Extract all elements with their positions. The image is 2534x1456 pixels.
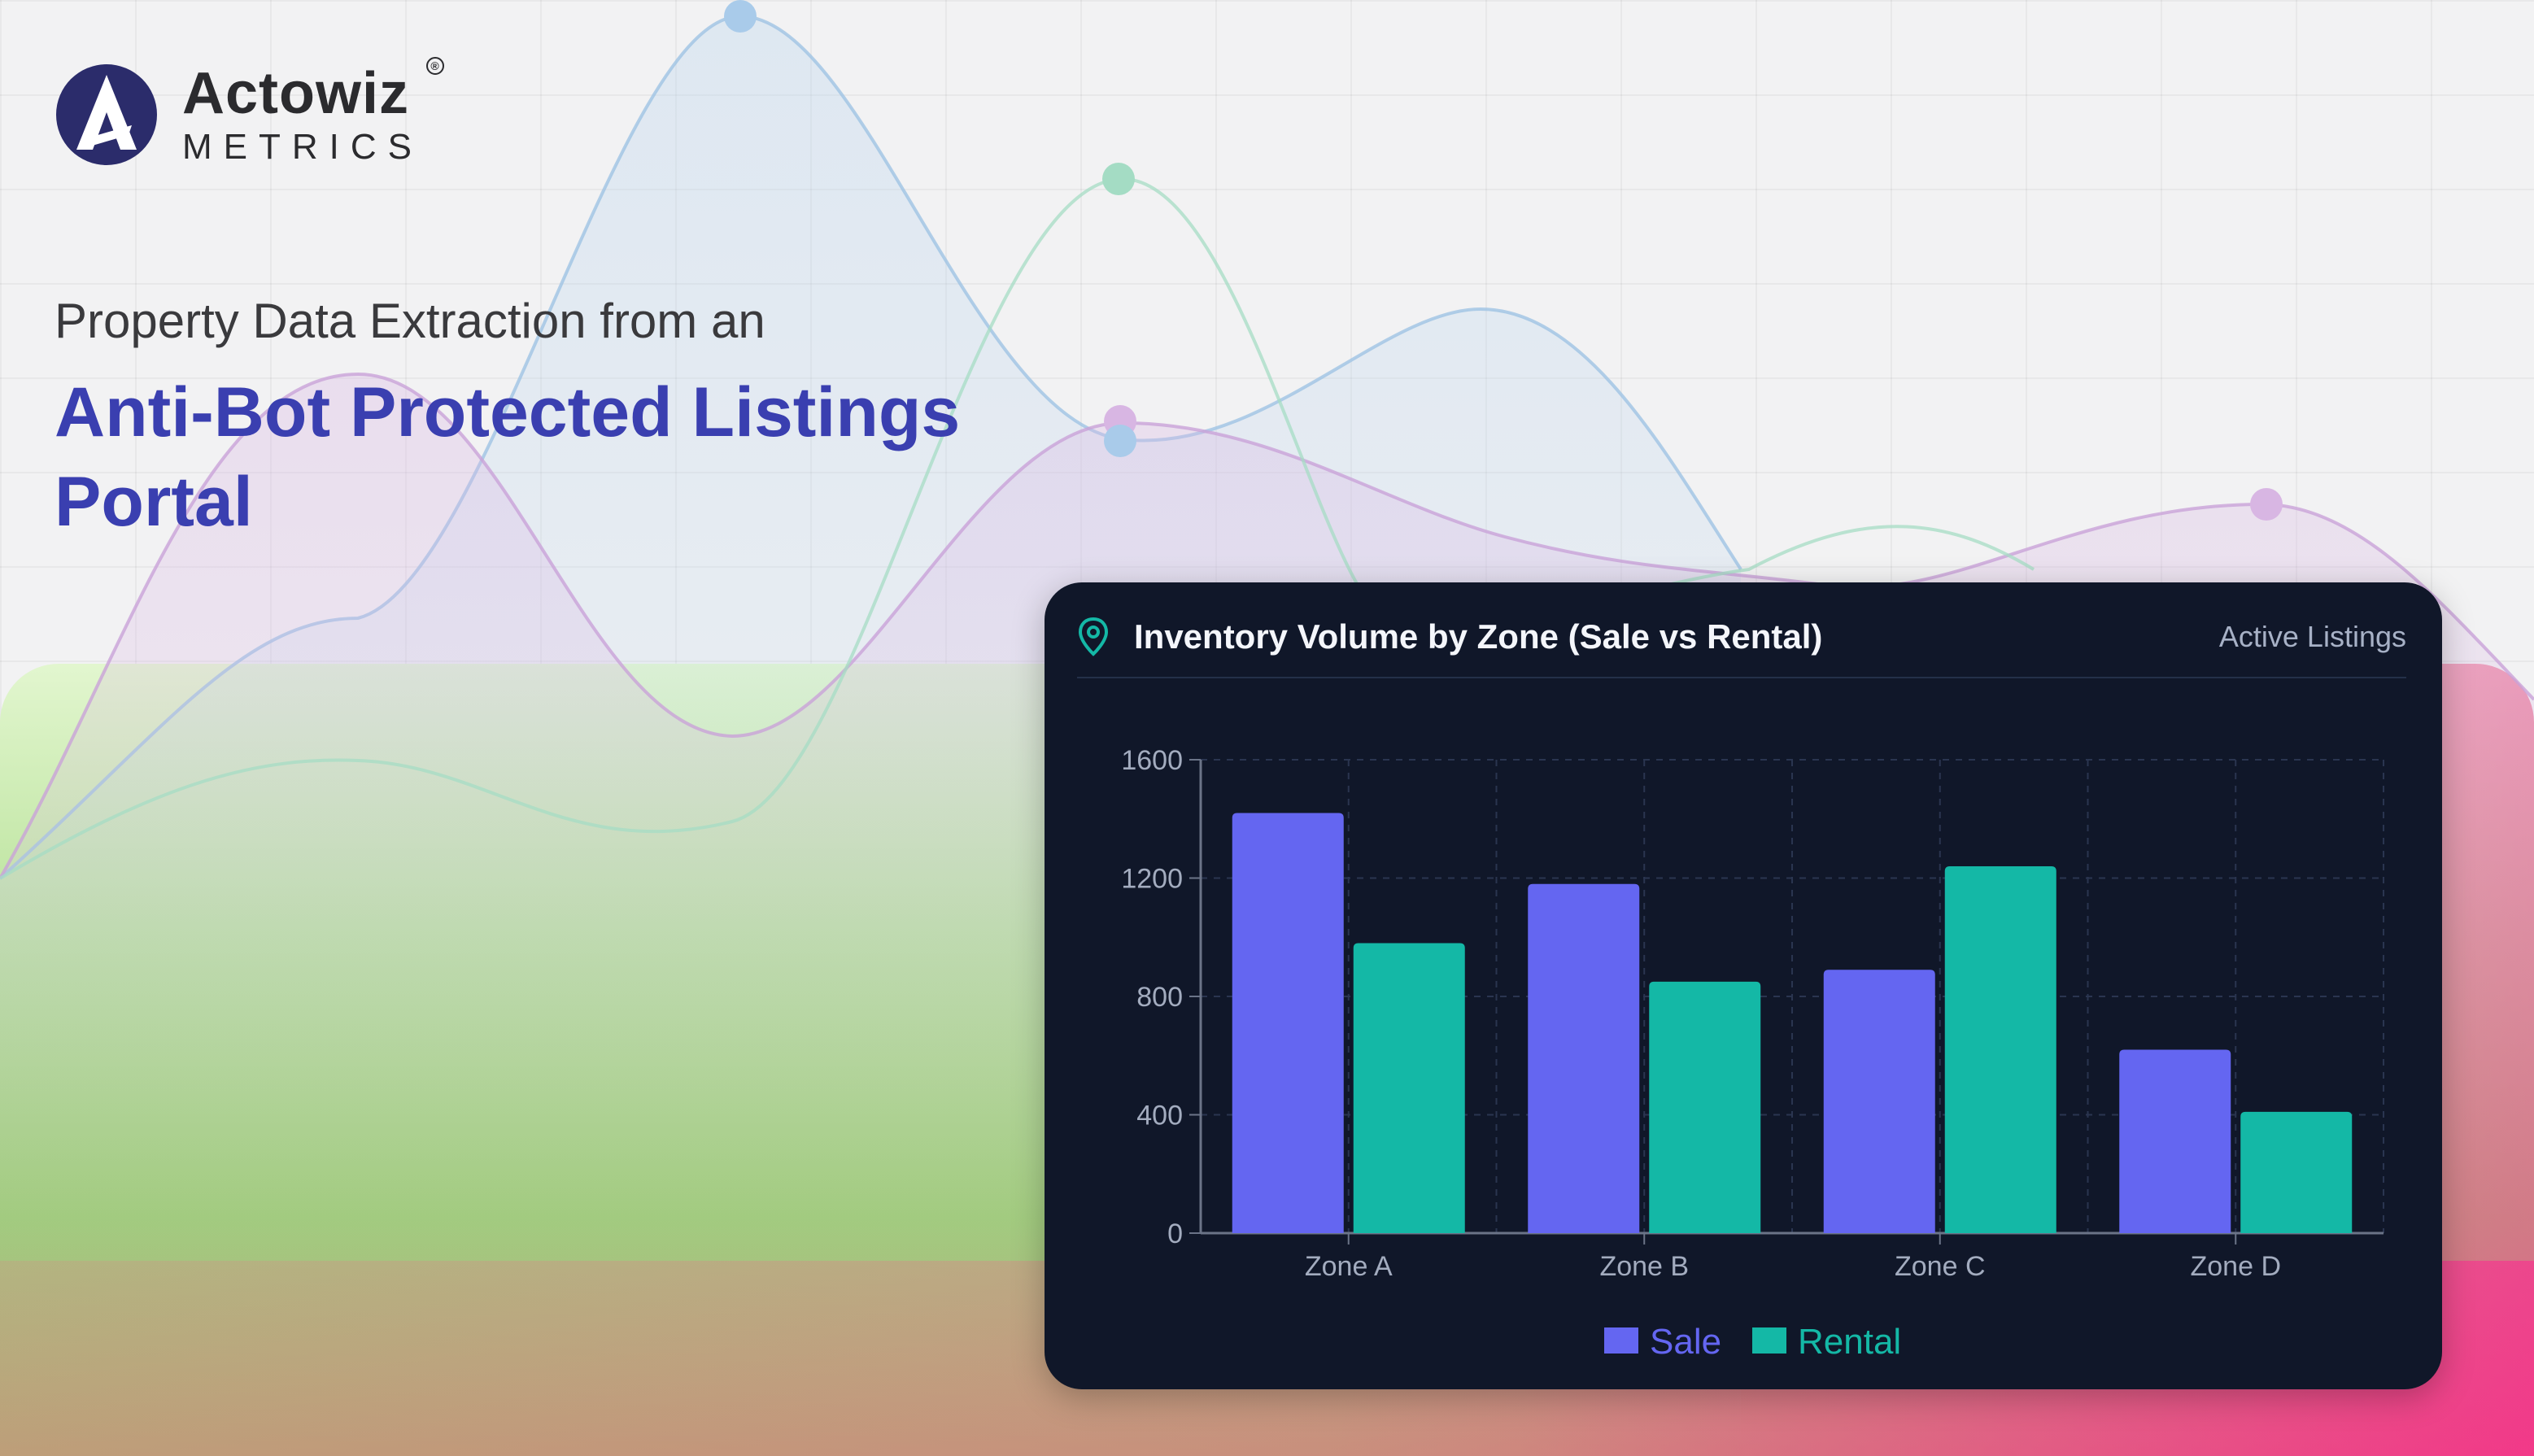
map-pin-icon — [1078, 617, 1109, 656]
legend-swatch-sale — [1604, 1327, 1638, 1354]
active-listings-badge: Active Listings — [2218, 620, 2406, 653]
y-tick-label: 800 — [1136, 982, 1183, 1013]
x-tick-label: Zone C — [1895, 1251, 1986, 1282]
bar-rental-zone-c[interactable] — [1944, 865, 2056, 1233]
bar-sale-zone-c[interactable] — [1823, 970, 1935, 1233]
bar-rental-zone-a[interactable] — [1353, 943, 1465, 1233]
legend-label-rental[interactable]: Rental — [1798, 1322, 1901, 1362]
bar-rental-zone-d[interactable] — [2240, 1111, 2353, 1233]
inventory-bar-chart: 0 400 800 1200 1600 Zone A Zone B Zone C Zone D S… — [1121, 745, 2384, 1362]
legend-label-sale[interactable]: Sale — [1650, 1322, 1721, 1362]
brand-name: Actowiz ® — [182, 57, 444, 125]
y-tick-label: 1200 — [1121, 864, 1183, 895]
registered-mark: ® — [426, 57, 444, 75]
y-tick-label: 1600 — [1121, 745, 1183, 776]
y-tick-label: 400 — [1136, 1101, 1183, 1131]
bar-sale-zone-b[interactable] — [1528, 883, 1640, 1233]
y-tick-label: 0 — [1167, 1218, 1183, 1249]
bar-rental-zone-b[interactable] — [1649, 981, 1761, 1233]
bar-sale-zone-d[interactable] — [2119, 1049, 2231, 1233]
hero-subtitle: Property Data Extraction from an — [55, 294, 765, 348]
chart-title: Inventory Volume by Zone (Sale vs Rental… — [1134, 617, 1823, 656]
hero-title: Anti-Bot Protected Listings Portal — [55, 373, 961, 541]
x-tick-label: Zone D — [2191, 1251, 2282, 1282]
x-tick-label: Zone A — [1305, 1251, 1393, 1282]
actowiz-logo-icon — [56, 64, 157, 165]
brand-subtitle: METRICS — [182, 127, 423, 167]
chart-card: Inventory Volume by Zone (Sale vs Rental… — [1045, 582, 2442, 1389]
bar-sale-zone-a[interactable] — [1232, 813, 1344, 1233]
x-tick-label: Zone B — [1599, 1251, 1689, 1282]
brand-logo[interactable]: Actowiz ® METRICS — [54, 57, 444, 169]
chart-card-header: Inventory Volume by Zone (Sale vs Rental… — [1077, 613, 2406, 678]
legend-swatch-rental — [1752, 1327, 1786, 1354]
